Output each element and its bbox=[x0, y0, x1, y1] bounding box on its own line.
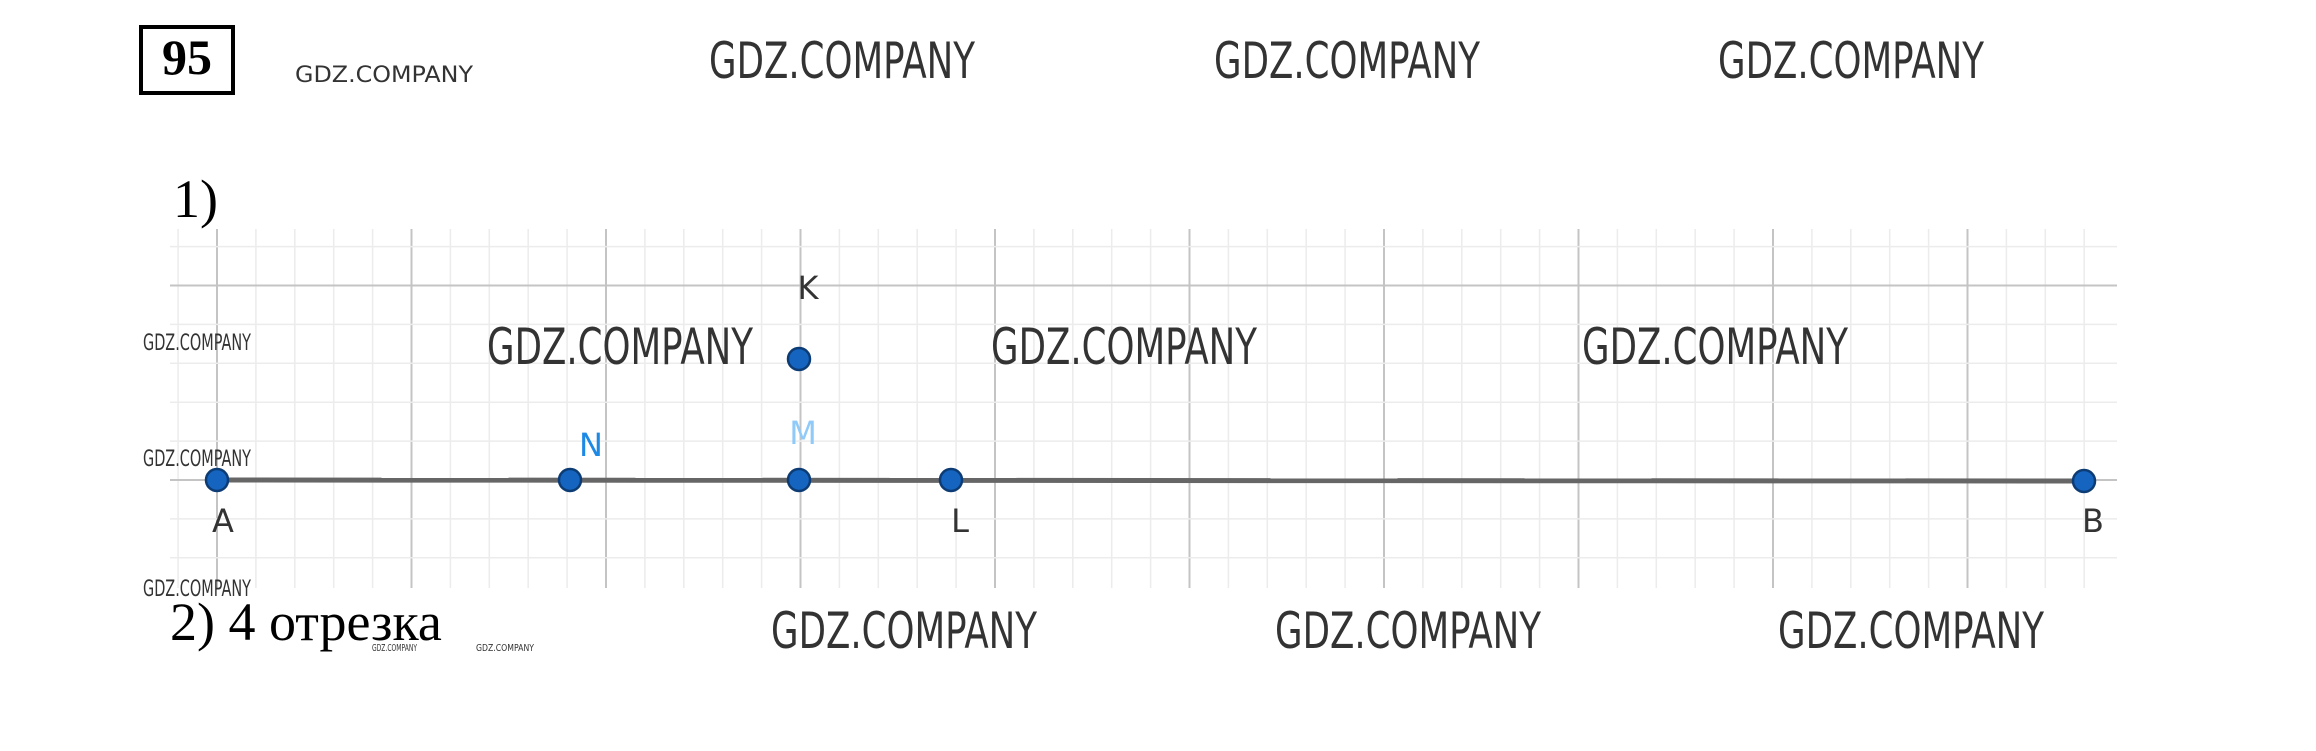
watermark: GDZ.COMPANY bbox=[1214, 32, 1480, 90]
point-label: N bbox=[579, 426, 603, 464]
watermark: GDZ.COMPANY bbox=[991, 318, 1257, 376]
watermark: GDZ.COMPANY bbox=[143, 331, 251, 356]
watermark: GDZ.COMPANY bbox=[372, 643, 418, 654]
watermark: GDZ.COMPANY bbox=[487, 318, 753, 376]
watermark: GDZ.COMPANY bbox=[1582, 318, 1848, 376]
watermark: GDZ.COMPANY bbox=[1590, 436, 1591, 447]
watermark: GDZ.COMPANY bbox=[295, 63, 474, 88]
watermark: GDZ.COMPANY bbox=[1778, 602, 2044, 660]
watermark: GDZ.COMPANY bbox=[1275, 602, 1541, 660]
point bbox=[786, 467, 812, 493]
point-label: K bbox=[798, 269, 820, 307]
number-box bbox=[139, 25, 235, 95]
grid bbox=[170, 229, 2117, 588]
point bbox=[204, 467, 230, 493]
points bbox=[204, 346, 2097, 494]
answer: 2) 4 отрезка bbox=[170, 592, 442, 652]
segment-ab bbox=[216, 477, 2085, 484]
part-label: 1) bbox=[173, 169, 218, 229]
point bbox=[786, 346, 812, 372]
point bbox=[2071, 468, 2097, 494]
watermark: GDZ.COMPANY bbox=[1718, 32, 1984, 90]
watermark: GDZ.COMPANY bbox=[143, 447, 251, 472]
point-label: L bbox=[951, 502, 969, 540]
point-label: B bbox=[2082, 502, 2104, 540]
point-label: A bbox=[212, 502, 234, 540]
point-label: M bbox=[789, 414, 817, 452]
watermark: GDZ.COMPANY bbox=[771, 602, 1037, 660]
exercise-number: 95 bbox=[162, 29, 212, 85]
watermark: GDZ.COMPANY bbox=[709, 32, 975, 90]
watermark: GDZ.COMPANY bbox=[143, 577, 251, 602]
point bbox=[557, 467, 583, 493]
watermark: GDZ.COMPANY bbox=[476, 643, 535, 654]
point bbox=[938, 467, 964, 493]
